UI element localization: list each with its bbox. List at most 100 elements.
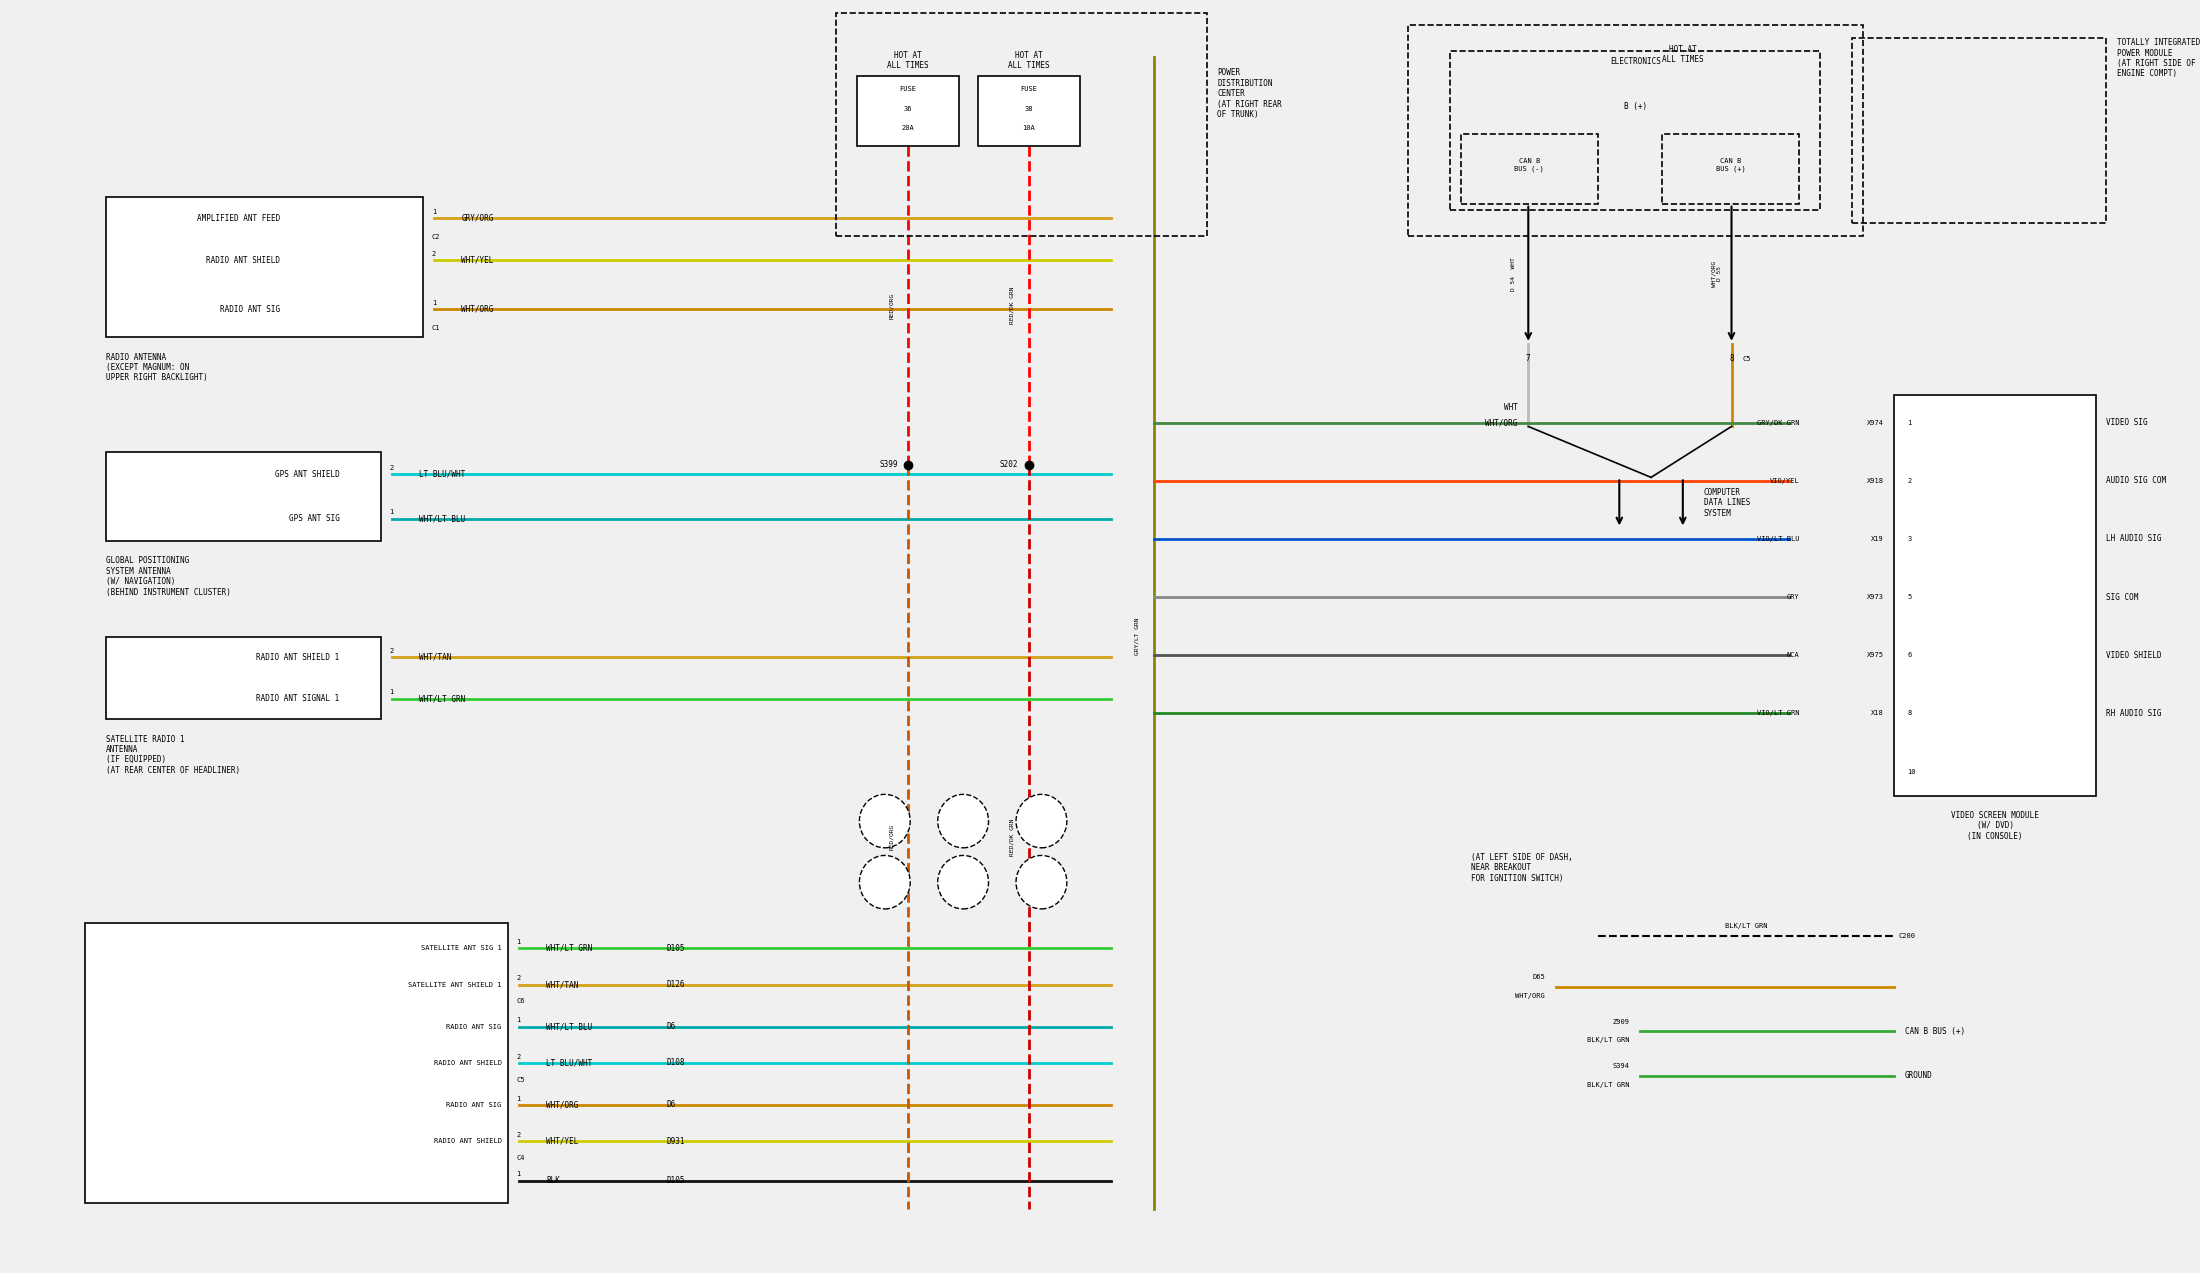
Text: RADIO ANT SHIELD: RADIO ANT SHIELD: [207, 256, 279, 265]
Text: WHT/LT BLU: WHT/LT BLU: [420, 514, 466, 523]
Text: NCA: NCA: [1786, 652, 1800, 658]
Text: 1: 1: [1907, 420, 1912, 425]
Text: 2: 2: [389, 465, 394, 471]
Text: 2: 2: [517, 1054, 521, 1059]
Ellipse shape: [860, 855, 911, 909]
Text: 10A: 10A: [1023, 125, 1036, 131]
Text: 10: 10: [1907, 769, 1916, 774]
Text: GPS ANT SIG: GPS ANT SIG: [288, 514, 339, 523]
Bar: [1852, 38, 2105, 223]
Bar: [858, 76, 959, 146]
Text: WHT/LT BLU: WHT/LT BLU: [546, 1022, 592, 1031]
Text: C6: C6: [517, 998, 526, 1004]
Text: HOT AT
ALL TIMES: HOT AT ALL TIMES: [1661, 45, 1703, 64]
Text: COMPUTER
DATA LINES
SYSTEM: COMPUTER DATA LINES SYSTEM: [1705, 488, 1751, 518]
Text: HOT AT
ALL TIMES: HOT AT ALL TIMES: [1008, 51, 1049, 70]
Text: X975: X975: [1868, 652, 1883, 658]
Text: D6: D6: [667, 1022, 675, 1031]
Ellipse shape: [860, 794, 911, 848]
Text: WHT/TAN: WHT/TAN: [546, 980, 579, 989]
Text: 3: 3: [1907, 536, 1912, 542]
Text: X918: X918: [1868, 477, 1883, 484]
Text: LT BLU/WHT: LT BLU/WHT: [420, 470, 466, 479]
Text: 8: 8: [1907, 710, 1912, 717]
Text: 7: 7: [1527, 354, 1531, 364]
Text: X974: X974: [1868, 420, 1883, 425]
Text: FUSE: FUSE: [900, 87, 917, 92]
Text: 8: 8: [1729, 354, 1734, 364]
Text: WHT/ORG: WHT/ORG: [546, 1100, 579, 1110]
Bar: [106, 452, 381, 541]
Text: CAN B BUS (+): CAN B BUS (+): [1905, 1026, 1965, 1036]
Text: SIG COM: SIG COM: [2105, 593, 2138, 602]
Text: D6: D6: [667, 1100, 675, 1110]
Text: 38: 38: [1025, 106, 1034, 112]
Text: RED/DK GRN: RED/DK GRN: [1010, 819, 1014, 855]
Text: 2: 2: [389, 648, 394, 654]
Text: C200: C200: [1899, 933, 1916, 938]
Text: D105: D105: [667, 943, 684, 952]
Text: SATELLITE ANT SIG 1: SATELLITE ANT SIG 1: [420, 945, 502, 951]
Text: X19: X19: [1872, 536, 1883, 542]
Text: RADIO ANT SIG: RADIO ANT SIG: [447, 1023, 502, 1030]
Text: RED/DK GRN: RED/DK GRN: [1010, 286, 1014, 325]
Text: RADIO ANT SIG: RADIO ANT SIG: [447, 1102, 502, 1108]
Text: RED/ORG: RED/ORG: [889, 824, 893, 850]
Text: WHT/YEL: WHT/YEL: [462, 256, 493, 265]
Bar: [1450, 51, 1819, 210]
Text: RADIO ANT SIGNAL 1: RADIO ANT SIGNAL 1: [257, 694, 339, 703]
Text: RADIO ANT SHIELD 1: RADIO ANT SHIELD 1: [257, 653, 339, 662]
Text: 1: 1: [431, 300, 436, 306]
Text: 1: 1: [389, 689, 394, 695]
Text: D105: D105: [667, 1176, 684, 1185]
Text: WHT/ORG: WHT/ORG: [1516, 993, 1544, 999]
Text: 2: 2: [431, 251, 436, 257]
Text: GROUND: GROUND: [1905, 1071, 1934, 1081]
Text: WHT/ORG
D 55: WHT/ORG D 55: [1712, 261, 1723, 286]
Text: 6: 6: [1907, 652, 1912, 658]
Bar: [979, 76, 1080, 146]
Text: 2: 2: [517, 975, 521, 981]
Text: RADIO ANT SIG: RADIO ANT SIG: [220, 304, 279, 314]
Text: GRY: GRY: [1786, 594, 1800, 600]
Text: C1: C1: [431, 326, 440, 331]
Ellipse shape: [937, 794, 988, 848]
Text: VIO/LT BLU: VIO/LT BLU: [1758, 536, 1800, 542]
Text: AUDIO SIG COM: AUDIO SIG COM: [2105, 476, 2167, 485]
Bar: [1461, 134, 1597, 204]
Text: GRY/DK GRN: GRY/DK GRN: [1758, 420, 1800, 425]
Text: VIDEO SCREEN MODULE
(W/ DVD)
(IN CONSOLE): VIDEO SCREEN MODULE (W/ DVD) (IN CONSOLE…: [1951, 811, 2039, 840]
Text: S399: S399: [880, 460, 898, 470]
Text: LH AUDIO SIG: LH AUDIO SIG: [2105, 535, 2163, 544]
Text: 1: 1: [389, 509, 394, 516]
Text: VIO/LT GRN: VIO/LT GRN: [1758, 710, 1800, 717]
Text: C5: C5: [1742, 356, 1751, 362]
Text: B (+): B (+): [1624, 102, 1648, 111]
Ellipse shape: [1016, 855, 1067, 909]
Text: WHT: WHT: [1505, 402, 1518, 412]
Text: TOTALLY INTEGRATED
POWER MODULE
(AT RIGHT SIDE OF
ENGINE COMPT): TOTALLY INTEGRATED POWER MODULE (AT RIGH…: [2116, 38, 2200, 79]
Text: WHT/LT GRN: WHT/LT GRN: [546, 943, 592, 952]
Text: GRY/LT GRN: GRY/LT GRN: [1135, 617, 1140, 656]
Text: SATELLITE ANT SHIELD 1: SATELLITE ANT SHIELD 1: [409, 981, 502, 988]
Ellipse shape: [937, 855, 988, 909]
Text: VIDEO SHIELD: VIDEO SHIELD: [2105, 651, 2163, 659]
Text: RADIO ANTENNA
(EXCEPT MAGNUM: ON
UPPER RIGHT BACKLIGHT): RADIO ANTENNA (EXCEPT MAGNUM: ON UPPER R…: [106, 353, 207, 382]
Text: WHT/ORG: WHT/ORG: [1485, 418, 1518, 428]
Text: CAN B
BUS (+): CAN B BUS (+): [1716, 158, 1745, 172]
Text: 1: 1: [517, 1096, 521, 1101]
Text: 1: 1: [517, 1017, 521, 1023]
Text: WHT/YEL: WHT/YEL: [546, 1137, 579, 1146]
Text: D931: D931: [667, 1137, 684, 1146]
Text: C4: C4: [517, 1155, 526, 1161]
Text: D 54  WHT: D 54 WHT: [1511, 257, 1516, 290]
Text: AMPLIFIED ANT FEED: AMPLIFIED ANT FEED: [198, 214, 279, 223]
Text: GRY/ORG: GRY/ORG: [462, 214, 493, 223]
Text: RH AUDIO SIG: RH AUDIO SIG: [2105, 709, 2163, 718]
Text: HOT AT
ALL TIMES: HOT AT ALL TIMES: [887, 51, 928, 70]
Bar: [106, 636, 381, 719]
Text: 1: 1: [517, 938, 521, 945]
Bar: [84, 923, 508, 1203]
Text: 1: 1: [431, 209, 436, 215]
Text: POWER
DISTRIBUTION
CENTER
(AT RIGHT REAR
OF TRUNK): POWER DISTRIBUTION CENTER (AT RIGHT REAR…: [1217, 69, 1283, 118]
